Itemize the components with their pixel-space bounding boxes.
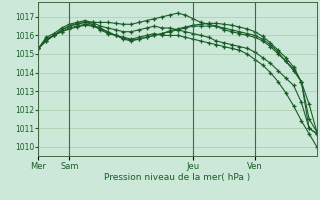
X-axis label: Pression niveau de la mer( hPa ): Pression niveau de la mer( hPa )	[104, 173, 251, 182]
